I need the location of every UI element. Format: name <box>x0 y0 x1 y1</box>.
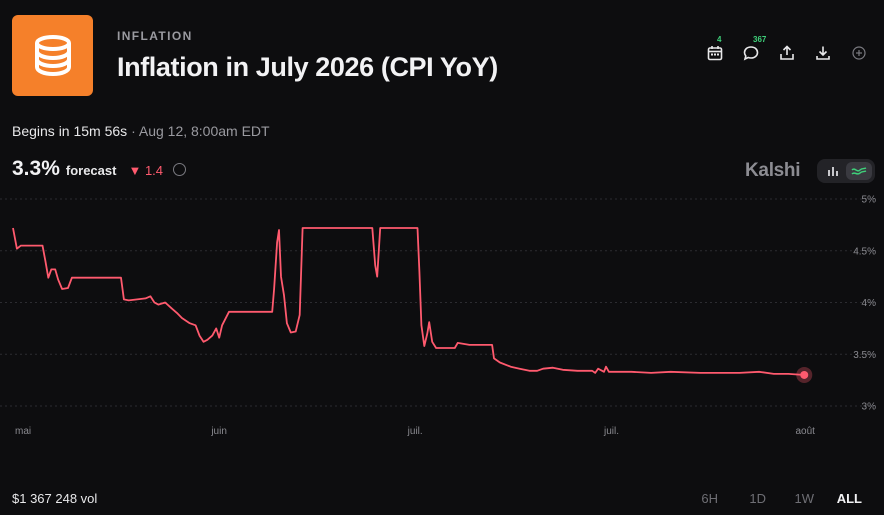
calendar-button[interactable]: 4 <box>704 35 726 64</box>
y-tick-label: 5% <box>862 195 877 206</box>
last-point <box>800 370 809 379</box>
share-button[interactable] <box>776 42 798 64</box>
x-tick-label: juil. <box>603 426 619 437</box>
range-selector: 6H 1D 1W ALL <box>670 491 862 506</box>
forecast-change: ▼ 1.4 <box>128 163 163 178</box>
line-chart-icon <box>851 167 867 175</box>
begins-separator: · <box>127 123 139 139</box>
forecast-change-value: 1.4 <box>144 163 164 178</box>
x-tick-label: mai <box>15 426 31 437</box>
toolbar: 4 367 <box>704 35 870 64</box>
y-tick-label: 3.5% <box>853 350 876 361</box>
market-category: INFLATION <box>117 29 193 43</box>
database-icon <box>34 34 71 76</box>
calendar-icon <box>707 46 723 61</box>
comments-count: 367 <box>753 35 767 44</box>
download-icon <box>816 46 830 60</box>
y-tick-label: 3% <box>862 402 877 413</box>
series-line <box>12 227 805 376</box>
download-button[interactable] <box>812 42 834 64</box>
share-icon <box>780 45 794 60</box>
range-1d[interactable]: 1D <box>749 491 766 506</box>
begins-countdown: Begins in 15m 56s <box>12 123 128 139</box>
bar-chart-icon <box>828 167 838 176</box>
price-chart: 3% 3.5% 4% 4.5% 5% mai juin juil. juil. août <box>0 195 877 437</box>
info-icon[interactable] <box>173 163 187 176</box>
x-tick-label: août <box>795 426 815 437</box>
forecast-label: forecast <box>65 163 117 178</box>
begins-date: Aug 12, 8:00am EDT <box>138 123 270 139</box>
calendar-count: 4 <box>717 35 722 44</box>
line-view-button[interactable] <box>846 162 872 180</box>
bar-view-button[interactable] <box>820 162 846 180</box>
range-all[interactable]: ALL <box>836 491 862 506</box>
volume: $1 367 248 vol <box>12 491 98 506</box>
market-logo <box>12 15 93 96</box>
forecast-value: 3.3% <box>12 157 60 180</box>
y-tick-label: 4% <box>862 298 877 309</box>
begins-status: Begins in 15m 56s · Aug 12, 8:00am EDT <box>12 123 270 139</box>
comments-button[interactable]: 367 <box>740 35 766 64</box>
y-tick-label: 4.5% <box>853 246 876 257</box>
add-button[interactable] <box>848 42 870 64</box>
down-arrow-icon: ▼ <box>128 163 142 178</box>
forecast-summary: 3.3% forecast ▼ 1.4 <box>12 157 187 181</box>
range-6h[interactable]: 6H <box>701 491 718 506</box>
x-tick-label: juil. <box>407 426 423 437</box>
range-1w[interactable]: 1W <box>794 491 815 506</box>
comment-icon <box>743 46 759 61</box>
chart-view-toggle <box>817 159 875 183</box>
x-tick-label: juin <box>210 426 227 437</box>
page-title: Inflation in July 2026 (CPI YoY) <box>117 52 498 82</box>
brand-logo: Kalshi <box>745 160 801 181</box>
add-icon <box>852 46 866 60</box>
